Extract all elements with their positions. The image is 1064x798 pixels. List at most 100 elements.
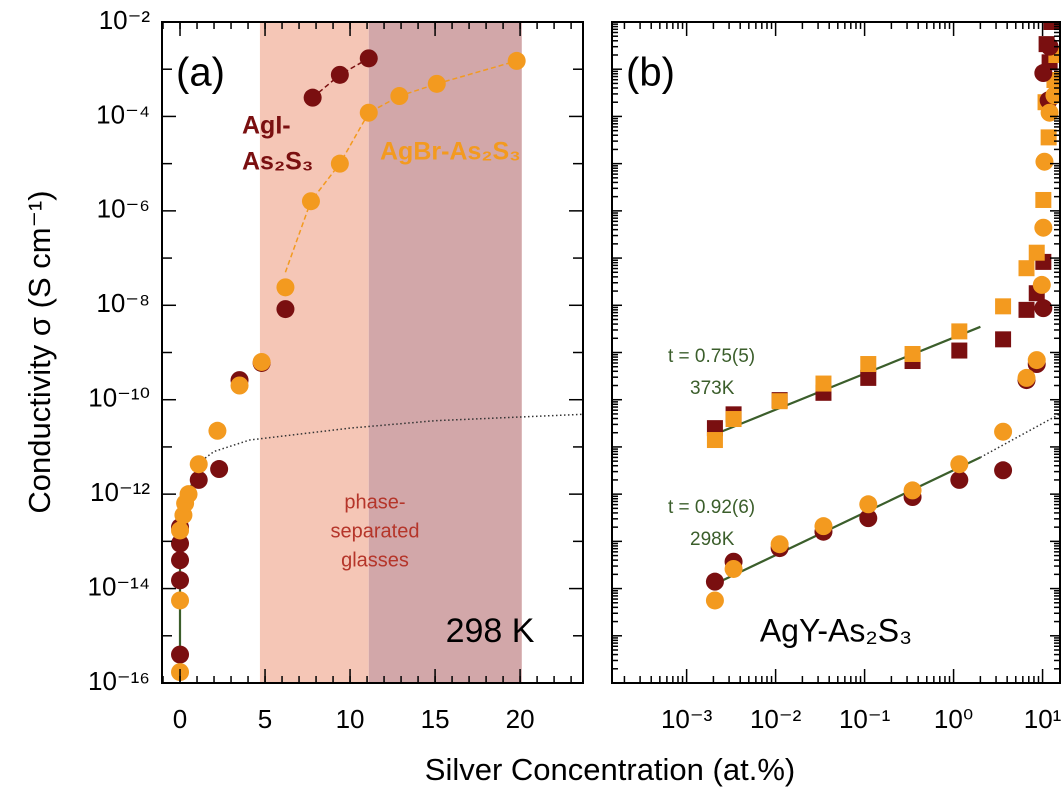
data-point — [359, 103, 378, 122]
data-point — [427, 74, 446, 93]
data-point — [1028, 244, 1045, 261]
x-tick-label: 10⁰ — [934, 704, 973, 734]
annotation: AgY-As₂S₃ — [760, 612, 912, 648]
data-point — [859, 495, 878, 514]
data-point — [1043, 22, 1060, 30]
data-point — [814, 517, 833, 536]
x-tick-label: 5 — [258, 704, 272, 734]
data-point — [904, 345, 921, 362]
y-tick-label: 10⁻⁸ — [96, 288, 150, 318]
data-point — [815, 375, 832, 392]
data-point — [1018, 301, 1035, 318]
data-point — [276, 278, 295, 297]
x-tick-label: 10 — [336, 704, 365, 734]
y-tick-label: 10⁻⁶ — [97, 194, 150, 224]
data-point — [859, 509, 878, 528]
data-point — [390, 87, 409, 106]
data-point — [210, 460, 229, 479]
annotation: separated — [331, 520, 420, 542]
data-point — [171, 645, 190, 664]
data-point — [330, 154, 349, 173]
data-point — [301, 192, 320, 211]
data-point — [171, 534, 190, 553]
annotation: t = 0.92(6) — [668, 497, 755, 518]
data-point — [1034, 64, 1053, 83]
y-tick-label: 10⁻² — [99, 5, 151, 35]
data-point — [951, 323, 968, 340]
shaded-region — [259, 22, 369, 683]
data-point — [171, 521, 190, 540]
y-axis-label: Conductivity σ (S cm⁻¹) — [22, 190, 57, 513]
annotation: (b) — [626, 51, 675, 95]
data-point — [725, 411, 742, 428]
data-point — [1034, 299, 1053, 318]
fit-line — [712, 456, 981, 586]
fit-line — [712, 325, 981, 436]
data-point — [771, 393, 788, 410]
annotation: phase- — [344, 491, 405, 513]
x-tick-label: 10⁻¹ — [839, 704, 891, 734]
x-tick-label: 20 — [506, 704, 535, 734]
data-point — [171, 551, 190, 570]
data-point — [1032, 275, 1051, 294]
data-point — [1035, 191, 1052, 208]
annotation: 373K — [690, 378, 735, 399]
x-tick-label: 10⁻² — [750, 704, 802, 734]
data-point — [995, 331, 1012, 348]
data-point — [1045, 86, 1060, 105]
data-point — [770, 535, 789, 554]
data-point — [208, 421, 227, 440]
data-point — [252, 352, 271, 371]
data-point — [303, 88, 322, 107]
y-tick-label: 10⁻¹⁰ — [88, 383, 150, 413]
x-axis-label: Silver Concentration (at.%) — [425, 752, 795, 787]
data-point — [995, 298, 1012, 315]
data-point — [1034, 218, 1053, 237]
annotation: 298K — [690, 529, 735, 550]
x-tick-label: 10⁻³ — [661, 704, 713, 734]
data-point — [179, 485, 198, 504]
data-point — [706, 432, 723, 449]
data-point — [1017, 368, 1036, 387]
y-tick-label: 10⁻⁴ — [96, 99, 150, 129]
annotation: As₂S₃ — [242, 148, 313, 176]
data-point — [359, 49, 378, 68]
data-point — [951, 342, 968, 359]
data-point — [189, 470, 208, 489]
annotation: 298 K — [446, 612, 535, 650]
data-point — [724, 559, 743, 578]
data-point — [994, 461, 1013, 480]
annotation: t = 0.75(5) — [668, 346, 755, 367]
data-point — [903, 481, 922, 500]
data-point — [507, 51, 526, 70]
data-point — [1035, 152, 1054, 171]
plot-area — [171, 22, 583, 683]
data-point — [1027, 351, 1046, 370]
data-point — [230, 376, 249, 395]
annotation: glasses — [341, 549, 409, 571]
data-point — [1040, 129, 1057, 146]
data-point — [330, 65, 349, 84]
data-point — [950, 455, 969, 474]
data-point — [705, 572, 724, 591]
annotation: AgI- — [242, 112, 291, 140]
y-tick-label: 10⁻¹⁶ — [88, 666, 150, 696]
shaded-region — [368, 22, 522, 683]
data-point — [860, 369, 877, 386]
x-tick-label: 15 — [421, 704, 450, 734]
data-point — [994, 422, 1013, 441]
data-point — [189, 455, 208, 474]
data-point — [1040, 103, 1059, 122]
annotation: AgBr-As₂S₃ — [380, 138, 521, 166]
data-point — [276, 300, 295, 319]
y-tick-label: 10⁻¹² — [90, 477, 150, 507]
data-point — [1040, 37, 1059, 56]
y-tick-label: 10⁻¹⁴ — [88, 571, 150, 601]
x-tick-label: 10¹ — [1024, 704, 1062, 734]
x-tick-label: 0 — [173, 704, 187, 734]
data-point — [171, 571, 190, 590]
annotation: (a) — [176, 51, 225, 95]
plot-area — [705, 22, 1060, 610]
fit-line — [980, 413, 1060, 459]
